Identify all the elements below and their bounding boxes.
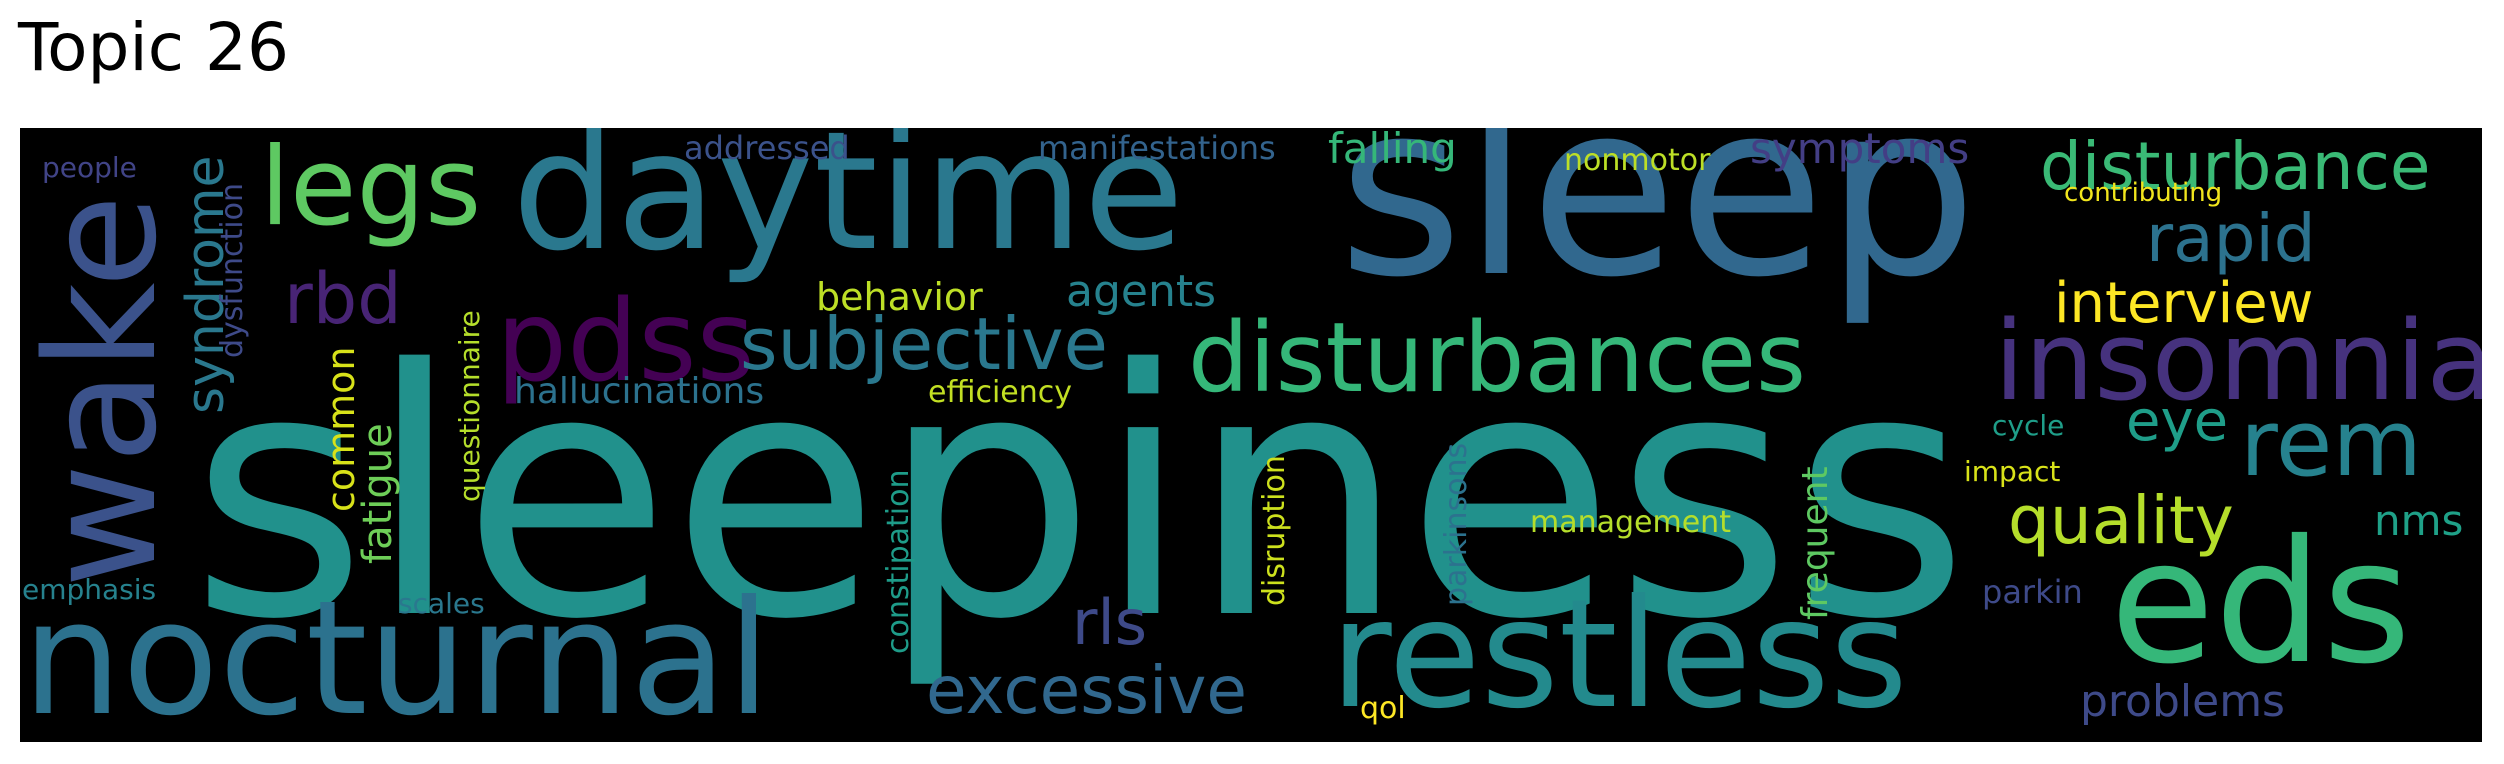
word-impact: impact <box>1964 455 2061 488</box>
word-hallucinations: hallucinations <box>514 371 765 412</box>
word-rem: rem <box>2240 390 2423 497</box>
word-cycle: cycle <box>1992 409 2065 442</box>
word-parkinsons: parkinsons <box>1439 442 1474 606</box>
word-nonmotor: nonmotor <box>1564 143 1711 178</box>
word-cloud: sleepiness sleep daytime wake nocturnal … <box>20 128 2482 742</box>
word-disturbances: disturbances <box>1188 302 1807 414</box>
word-restless: restless <box>1330 568 1908 742</box>
word-fatigue: fatigue <box>355 423 401 564</box>
word-sleepiness: sleepiness <box>190 298 1970 694</box>
word-rapid: rapid <box>2146 200 2316 277</box>
word-nms: nms <box>2374 496 2464 545</box>
word-eds: eds <box>2110 504 2412 702</box>
word-nocturnal: nocturnal <box>22 567 771 742</box>
word-frequent: frequent <box>1795 466 1836 620</box>
figure-title: Topic 26 <box>18 9 289 86</box>
word-parkin: parkin <box>1982 573 2083 611</box>
word-scales: scales <box>398 587 485 620</box>
word-disturbance: disturbance <box>2040 128 2431 205</box>
word-questionnaire: questionnaire <box>453 310 486 502</box>
word-daytime: daytime <box>512 128 1185 287</box>
word-qol: qol <box>1360 691 1406 726</box>
word-contributing: contributing <box>2064 178 2223 208</box>
word-constipation: constipation <box>881 469 916 654</box>
word-people: people <box>42 151 137 184</box>
word-interview: interview <box>2054 271 2314 336</box>
word-eye: eye <box>2126 389 2229 454</box>
word-symptoms: symptoms <box>1750 128 1970 173</box>
word-wake: wake <box>20 194 190 588</box>
word-agents: agents <box>1066 266 1217 317</box>
word-excessive: excessive <box>926 652 1248 729</box>
word-problems: problems <box>2080 676 2285 727</box>
word-quality: quality <box>2008 482 2234 559</box>
word-falling: falling <box>1328 128 1457 173</box>
word-rbd: rbd <box>284 258 402 340</box>
word-behavior: behavior <box>816 275 983 319</box>
word-manifestations: manifestations <box>1038 129 1276 167</box>
word-disruption: disruption <box>1257 455 1292 606</box>
word-addressed: addressed <box>684 129 850 167</box>
word-subjective: subjective <box>740 302 1108 386</box>
word-emphasis: emphasis <box>22 573 157 606</box>
word-legs: legs <box>260 128 482 250</box>
word-efficiency: efficiency <box>928 375 1073 410</box>
word-management: management <box>1530 505 1731 540</box>
word-pdss: pdss <box>496 277 755 407</box>
word-insomnia: insomnia <box>1994 297 2482 425</box>
word-sleep: sleep <box>1338 128 1978 330</box>
word-dysfunction: dysfunction <box>215 183 250 358</box>
word-rls: rls <box>1072 586 1148 659</box>
